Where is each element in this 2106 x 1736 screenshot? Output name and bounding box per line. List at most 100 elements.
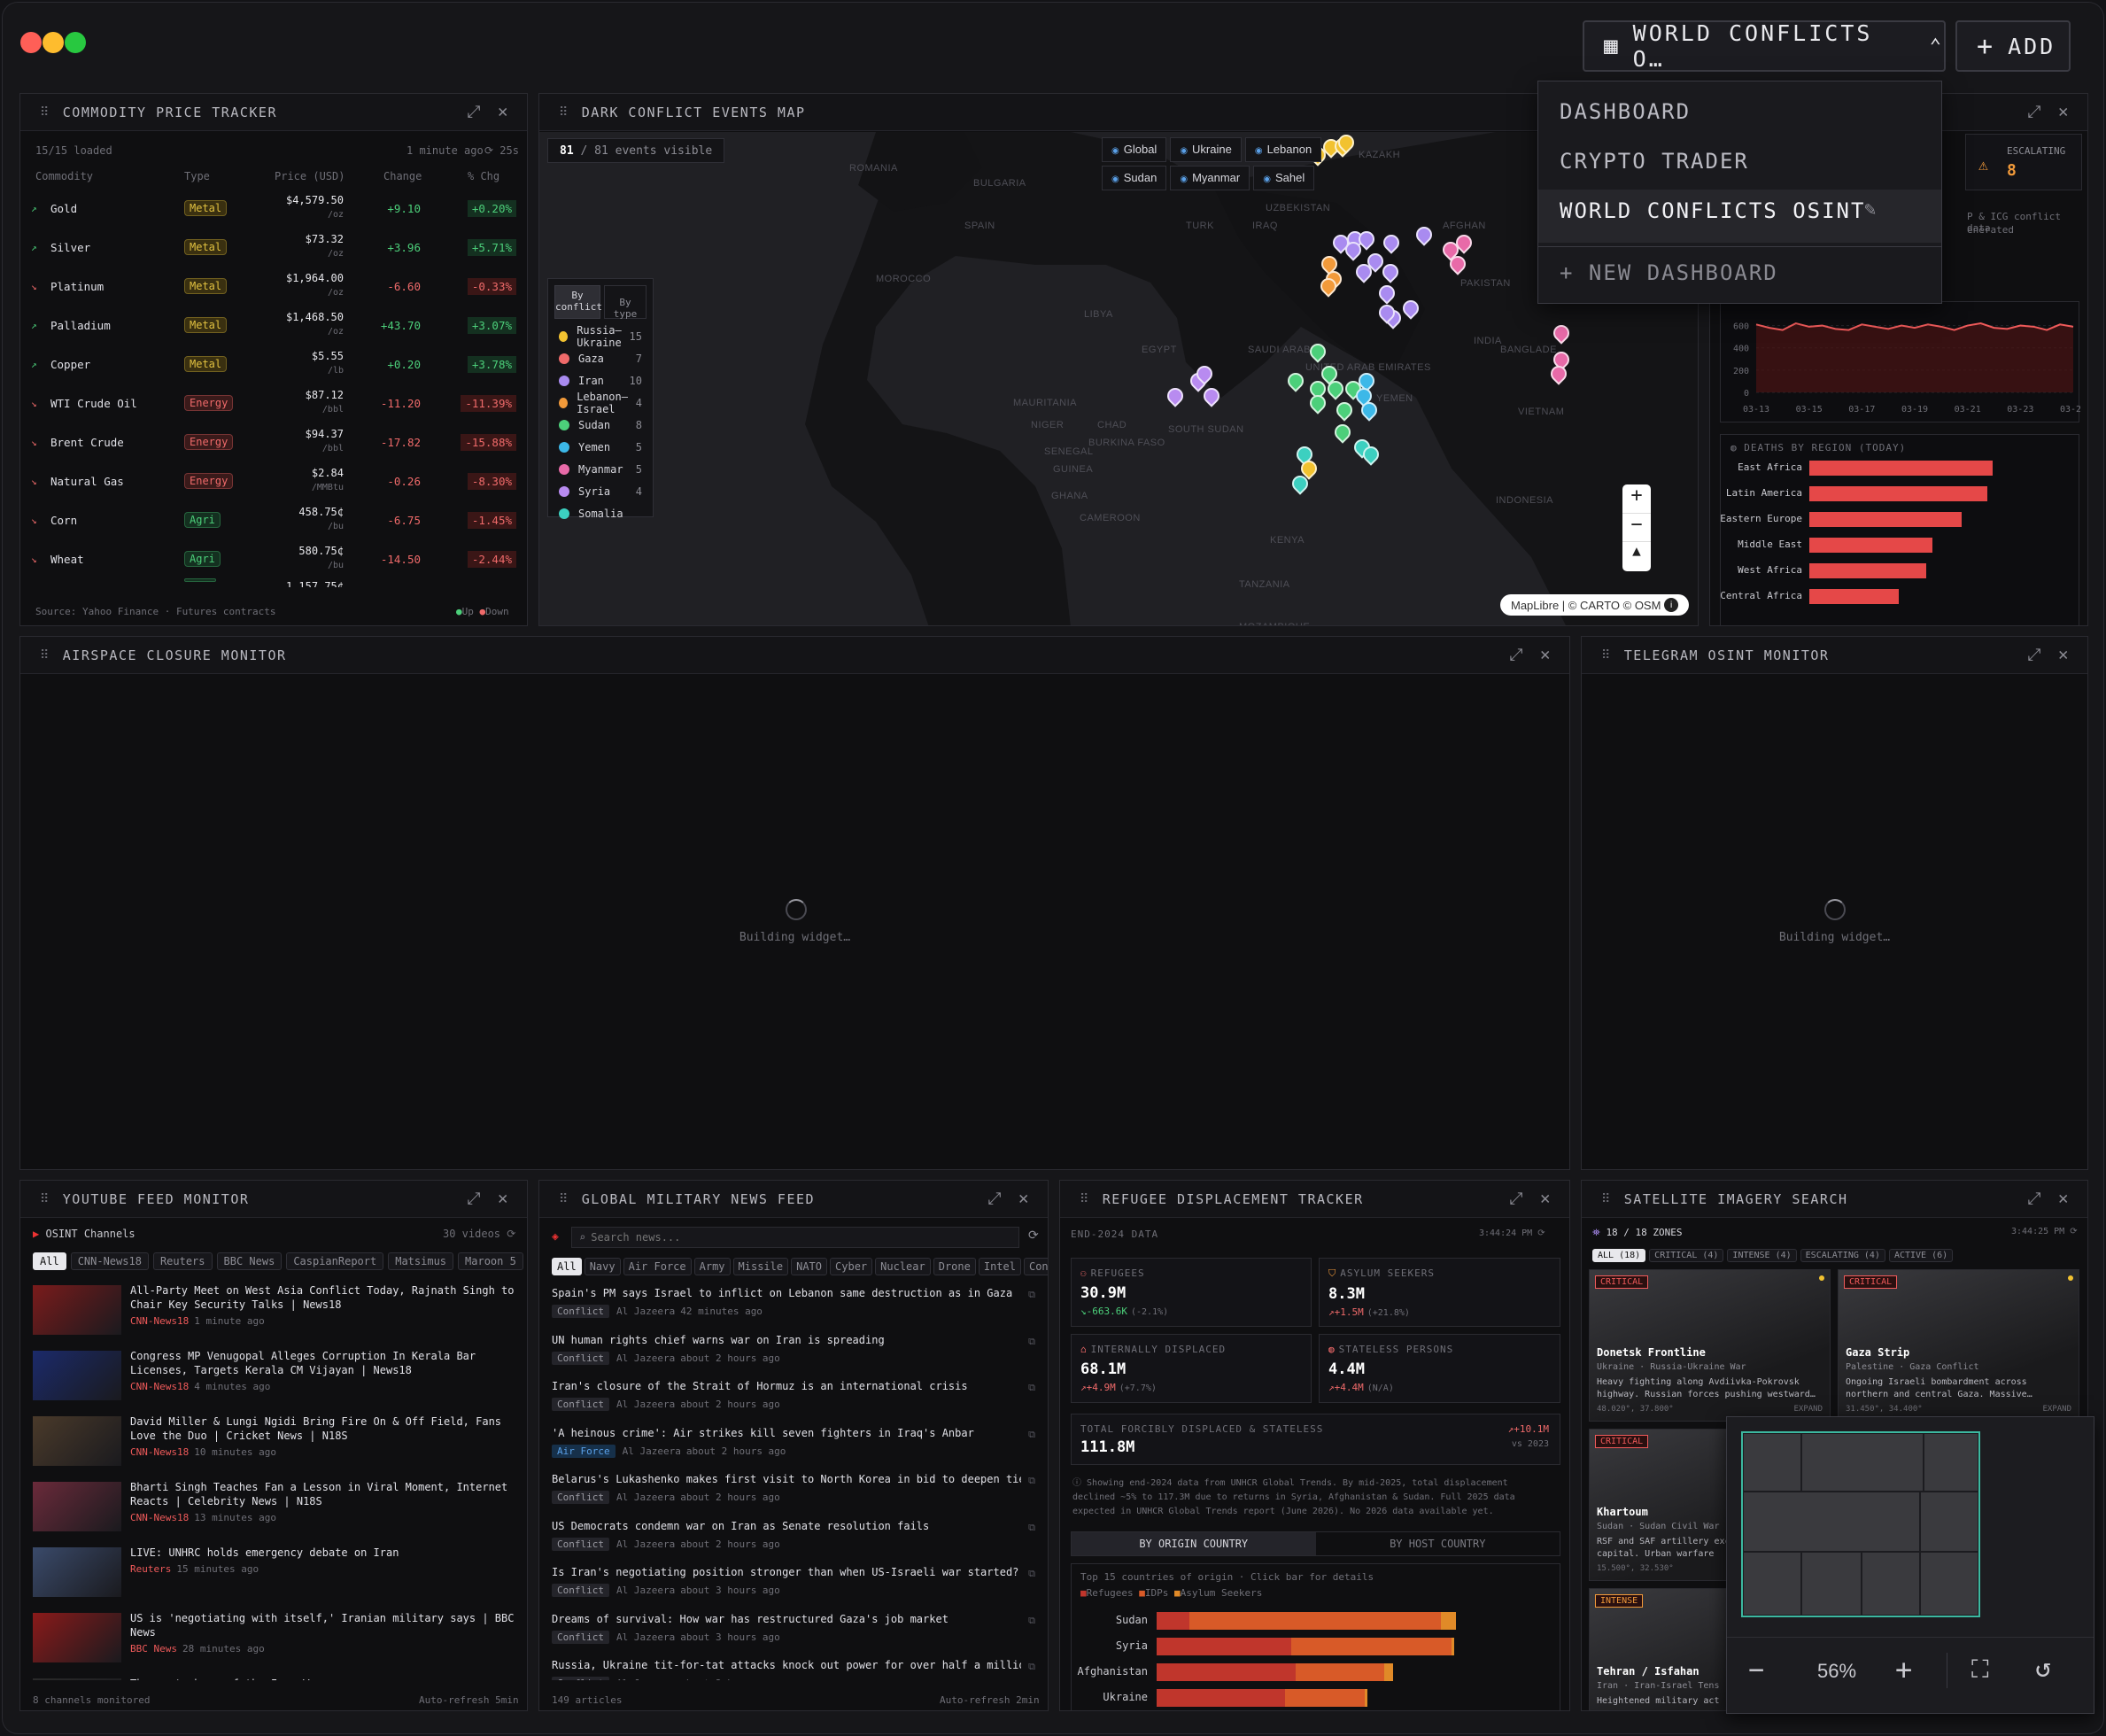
video-item[interactable]: US is 'negotiating with itself,' Iranian… [33,1611,520,1673]
table-row[interactable]: ↘ Brent Crude Energy $94.37/bbl -17.82 -15.88… [20,422,527,461]
filter-chip[interactable]: BBC News [216,1252,283,1270]
close-icon[interactable]: ✕ [2058,1189,2070,1208]
filter-chip[interactable]: NATO [791,1258,828,1275]
drag-handle-icon[interactable]: ⠿ [1080,1191,1090,1206]
table-row[interactable]: ↗ Silver Metal $73.32/oz +3.96 +5.71% [20,228,527,267]
close-icon[interactable]: ✕ [1540,645,1552,664]
zoom-in-button[interactable]: + [1630,484,1643,507]
channel-name[interactable]: CNN-News18 [130,1315,190,1327]
close-window-button[interactable] [20,32,42,53]
region-chip[interactable]: ◉ Myanmar [1170,166,1250,190]
legend-item[interactable]: Somalia [548,502,653,524]
info-icon[interactable]: i [1664,598,1679,612]
news-title[interactable]: US Democrats condemn war on Iran as Sena… [552,1519,930,1532]
filter-chip[interactable]: Army [693,1258,731,1275]
legend-tab-by-type[interactable]: By type [604,285,647,320]
compass-icon[interactable]: ▲ [1622,541,1651,570]
region-chip[interactable]: ◉ Sahel [1253,166,1315,190]
external-link-icon[interactable]: ⧉ [1028,1428,1035,1440]
external-link-icon[interactable]: ⧉ [1028,1661,1035,1672]
external-link-icon[interactable]: ⧉ [1028,1335,1035,1347]
drag-handle-icon[interactable]: ⠿ [559,105,569,120]
deaths-bar[interactable] [1809,461,1993,476]
region-chip[interactable]: ◉ Sudan [1102,166,1167,190]
table-row[interactable]: ↗ Palladium Metal $1,468.50/oz +43.70 +3.07% [20,306,527,345]
video-title[interactable]: LIVE: UNHRC holds emergency debate on Ir… [130,1546,399,1559]
news-item[interactable]: Is Iran's negotiating position stronger … [552,1566,1044,1610]
maximize-window-button[interactable] [65,32,86,53]
deaths-bar[interactable] [1809,563,1927,578]
stacked-bar-segment[interactable] [1188,1612,1441,1630]
stacked-bar-segment[interactable] [1284,1689,1366,1707]
news-title[interactable]: Iran's closure of the Strait of Hormuz i… [552,1380,968,1392]
refresh-icon[interactable]: ⟳ [1537,1228,1545,1238]
external-link-icon[interactable]: ⧉ [1028,1382,1035,1393]
dashboard-selector[interactable]: ▦ WORLD CONFLICTS O… ⌃ [1583,20,1946,72]
channel-name[interactable]: Reuters [130,1563,172,1575]
channel-name[interactable]: CNN-News18 [130,1381,190,1392]
video-item[interactable]: The next phase of the Iran War [33,1677,520,1680]
table-row[interactable]: ↘ Platinum Metal $1,964.00/oz -6.60 -0.33% [20,267,527,306]
legend-tab-by-conflict[interactable]: By conflict [554,285,602,319]
table-row[interactable]: ↗ Copper Metal $5.55/lb +0.20 +3.78% [20,345,527,384]
expand-icon[interactable]: ⤢ [467,1189,483,1208]
deaths-bar[interactable] [1809,589,1900,604]
expand-link[interactable]: EXPAND [1793,1405,1823,1414]
table-row[interactable]: ↘ WTI Crude Oil Energy $87.12/bbl -11.20 -11.… [20,384,527,422]
stacked-bar-segment[interactable] [1452,1638,1454,1655]
video-thumbnail[interactable] [33,1613,121,1662]
filter-chip[interactable]: Maroon 5 [458,1252,523,1270]
filter-chip[interactable]: CRITICAL (4) [1649,1249,1724,1262]
external-link-icon[interactable]: ⧉ [1028,1521,1035,1533]
minimize-window-button[interactable] [43,32,64,53]
video-title[interactable]: US is 'negotiating with itself,' Iranian… [130,1612,515,1639]
filter-chip[interactable]: Reuters [152,1252,213,1270]
zoom-out-button[interactable]: − [1622,513,1651,541]
legend-item[interactable]: Yemen 5 [548,436,653,458]
deaths-bar[interactable] [1809,538,1932,553]
filter-chip[interactable]: INTENSE (4) [1727,1249,1797,1262]
video-item[interactable]: LIVE: UNHRC holds emergency debate on Ir… [33,1546,520,1608]
video-thumbnail[interactable] [33,1351,121,1400]
edit-icon[interactable]: ✎ [1864,198,1877,221]
zoom-out-button[interactable]: − [1748,1655,1765,1686]
stacked-bar-segment[interactable] [1365,1689,1367,1707]
filter-chip[interactable]: ACTIVE (6) [1888,1249,1954,1262]
map-attribution[interactable]: MapLibre | © CARTO © OSM i [1500,594,1690,616]
refresh-icon[interactable]: ⟳ [1028,1228,1039,1243]
stacked-bar-segment[interactable] [1157,1638,1291,1655]
close-icon[interactable]: ✕ [498,1189,509,1208]
news-title[interactable]: Spain's PM says Israel to inflict on Leb… [552,1287,1013,1299]
legend-item[interactable]: Russia–Ukraine 15 [548,324,653,349]
close-icon[interactable]: ✕ [1018,1189,1030,1208]
news-title[interactable]: Belarus's Lukashenko makes first visit t… [552,1473,1021,1485]
filter-chip[interactable]: Missile [732,1258,789,1275]
channel-name[interactable]: CNN-News18 [130,1446,190,1458]
news-item[interactable]: Spain's PM says Israel to inflict on Leb… [552,1287,1044,1331]
video-item[interactable]: All-Party Meet on West Asia Conflict Tod… [33,1283,520,1345]
filter-chip[interactable]: ESCALATING (4) [1800,1249,1885,1262]
refresh-icon[interactable]: ⟳ [507,1228,516,1240]
news-item[interactable]: Russia, Ukraine tit-for-tat attacks knoc… [552,1659,1044,1680]
filter-chip[interactable]: All [552,1258,582,1275]
close-icon[interactable]: ✕ [2058,645,2070,664]
expand-icon[interactable]: ⤢ [2027,645,2043,664]
filter-chip[interactable]: Nuclear [875,1258,931,1275]
video-thumbnail[interactable] [33,1416,121,1466]
stacked-bar-segment[interactable] [1157,1612,1189,1630]
dropdown-item-world-conflicts[interactable]: WORLD CONFLICTS OSINT ✎ [1538,190,1941,243]
external-link-icon[interactable]: ⧉ [1028,1614,1035,1626]
video-thumbnail[interactable] [33,1482,121,1531]
news-title[interactable]: UN human rights chief warns war on Iran … [552,1333,885,1346]
news-item[interactable]: 'A heinous crime': Air strikes kill seve… [552,1427,1044,1471]
stacked-bar-segment[interactable] [1157,1689,1285,1707]
satellite-card[interactable]: CRITICAL Donetsk Frontline Ukraine · Russi… [1589,1269,1831,1422]
stacked-bar-segment[interactable] [1440,1612,1456,1630]
dropdown-item-crypto-trader[interactable]: CRYPTO TRADER [1560,149,1749,174]
legend-item[interactable]: Iran 10 [548,369,653,391]
filter-chip[interactable]: ALL (18) [1592,1249,1646,1262]
legend-item[interactable]: Syria 4 [548,480,653,502]
dropdown-item-dashboard[interactable]: DASHBOARD [1560,99,1692,124]
drag-handle-icon[interactable]: ⠿ [1601,1191,1612,1206]
stacked-bar-segment[interactable] [1157,1663,1296,1681]
